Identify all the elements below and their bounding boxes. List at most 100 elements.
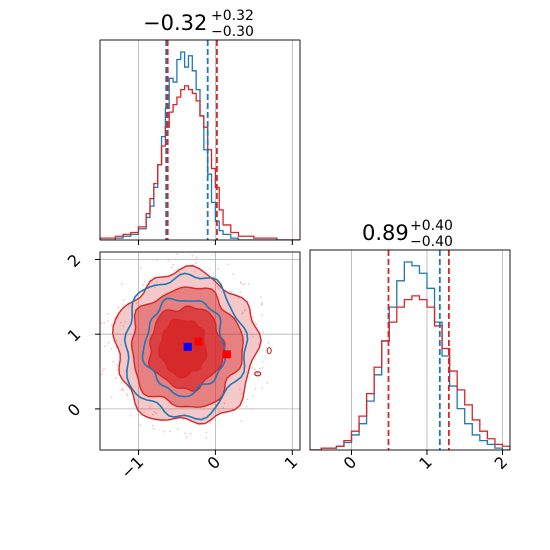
- scatter-point: [154, 286, 156, 288]
- tick-label-x2-1: 1: [415, 452, 436, 473]
- scatter-point: [252, 316, 254, 318]
- scatter-point: [116, 364, 119, 366]
- scatter-point: [209, 422, 211, 424]
- scatter-point: [261, 387, 264, 390]
- tick-label-y-0: 0: [64, 400, 85, 421]
- title-param-2-upper: +0.40: [410, 218, 453, 234]
- scatter-point: [260, 296, 262, 298]
- title-param-1-upper: +0.32: [211, 8, 254, 24]
- axes-frame: [309, 249, 511, 451]
- scatter-point: [194, 270, 196, 273]
- scatter-point: [148, 407, 151, 410]
- scatter-point: [179, 272, 181, 274]
- marker-red-1: [194, 337, 203, 346]
- scatter-point: [227, 263, 230, 266]
- scatter-point: [151, 424, 154, 427]
- scatter-point: [142, 284, 144, 286]
- scatter-point: [124, 370, 127, 372]
- scatter-point: [261, 302, 263, 304]
- scatter-point: [126, 394, 129, 397]
- scatter-point: [122, 389, 125, 391]
- scatter-point: [101, 369, 104, 372]
- scatter-point: [117, 306, 120, 308]
- tick-label-x-0: −1: [117, 452, 147, 482]
- scatter-point: [259, 367, 261, 370]
- scatter-point: [110, 347, 113, 350]
- scatter-point: [103, 321, 105, 324]
- scatter-point: [195, 262, 197, 264]
- title-param-2-value: 0.89: [362, 221, 409, 245]
- scatter-point: [152, 413, 154, 416]
- title-param-1: −0.32 +0.32 −0.30: [143, 8, 254, 40]
- scatter-point: [261, 303, 263, 306]
- scatter-point: [217, 287, 220, 290]
- scatter-point: [254, 368, 256, 370]
- scatter-point: [251, 408, 254, 410]
- scatter-point: [156, 281, 158, 283]
- scatter-point: [232, 273, 235, 276]
- contour-blue-level-0: [123, 272, 249, 421]
- contour-red-level-3: [158, 318, 208, 379]
- scatter-point: [216, 286, 219, 288]
- scatter-point: [191, 254, 194, 257]
- scatter-point: [239, 291, 242, 294]
- scatter-point: [262, 331, 265, 333]
- title-param-2-lower: −0.40: [410, 234, 453, 250]
- scatter-point: [176, 253, 178, 255]
- scatter-point: [223, 402, 226, 405]
- scatter-point: [246, 398, 249, 401]
- tick-label-y-2: 2: [64, 250, 85, 271]
- scatter-point: [124, 320, 126, 323]
- scatter-point: [267, 342, 270, 344]
- scatter-point: [205, 431, 208, 434]
- scatter-point: [205, 437, 208, 439]
- scatter-point: [122, 325, 125, 327]
- scatter-point: [209, 268, 211, 270]
- scatter-point: [155, 412, 157, 414]
- scatter-point: [185, 436, 188, 438]
- scatter-point: [194, 259, 196, 261]
- scatter-point: [230, 290, 233, 293]
- scatter-point: [184, 432, 186, 435]
- scatter-point: [255, 323, 258, 325]
- title-param-1-value: −0.32: [143, 11, 207, 35]
- scatter-point: [218, 411, 220, 413]
- scatter-point: [100, 322, 103, 325]
- scatter-point: [261, 367, 264, 369]
- scatter-point: [139, 424, 142, 427]
- tick-label-y-1: 1: [64, 325, 85, 346]
- scatter-point: [167, 259, 170, 262]
- scatter-point: [129, 414, 132, 417]
- scatter-point: [241, 392, 243, 395]
- scatter-point: [213, 276, 215, 278]
- scatter-point: [174, 258, 177, 261]
- scatter-point: [112, 360, 114, 363]
- tick-label-x2-0: 0: [340, 452, 361, 473]
- scatter-point: [239, 388, 241, 391]
- scatter-point: [149, 405, 151, 408]
- joint-clip-group: [100, 253, 272, 439]
- scatter-point: [196, 256, 198, 259]
- contour-blue-level-1: [141, 297, 227, 398]
- scatter-point: [115, 339, 118, 342]
- scatter-point: [110, 396, 113, 399]
- scatter-point: [107, 312, 109, 315]
- scatter-point: [171, 266, 173, 269]
- marker-blue-0: [183, 342, 192, 351]
- scatter-point: [222, 407, 225, 409]
- scatter-point: [120, 283, 123, 286]
- scatter-point: [144, 280, 146, 283]
- histogram-param-2: 0 1 2: [309, 249, 511, 473]
- scatter-point: [247, 283, 250, 285]
- scatter-point: [116, 333, 119, 335]
- scatter-point: [254, 387, 257, 390]
- scatter-point: [266, 382, 269, 384]
- scatter-point: [240, 420, 243, 422]
- scatter-point: [163, 430, 166, 433]
- scatter-point: [261, 361, 264, 363]
- scatter-point: [135, 302, 138, 305]
- scatter-point: [128, 304, 130, 307]
- scatter-point: [257, 343, 260, 345]
- scatter-point: [252, 335, 254, 338]
